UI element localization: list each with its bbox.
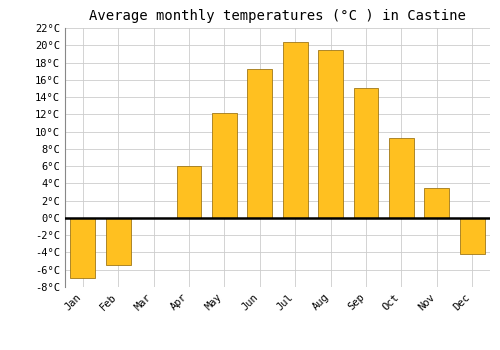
Bar xyxy=(248,69,272,218)
Bar xyxy=(70,218,95,278)
Bar xyxy=(176,166,202,218)
Bar xyxy=(354,88,378,218)
Bar xyxy=(460,218,484,254)
Title: Average monthly temperatures (°C ) in Castine: Average monthly temperatures (°C ) in Ca… xyxy=(89,9,466,23)
Bar xyxy=(212,113,237,218)
Bar xyxy=(106,218,130,265)
Bar xyxy=(424,188,450,218)
Bar xyxy=(318,50,343,218)
Bar xyxy=(389,138,414,218)
Bar xyxy=(283,42,308,218)
